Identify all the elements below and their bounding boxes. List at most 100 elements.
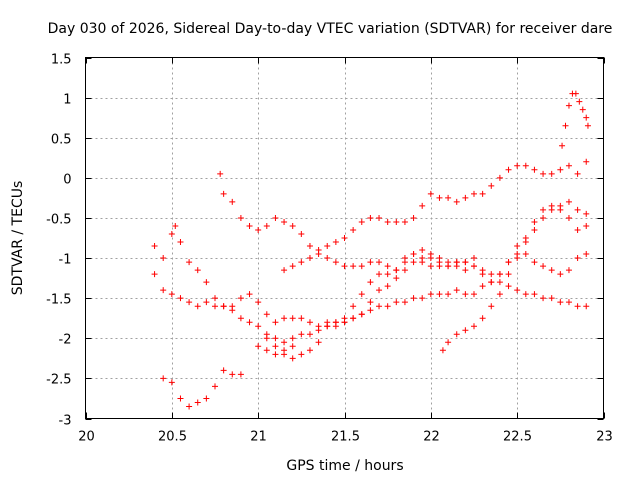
data-point [584, 122, 591, 129]
data-point [306, 255, 313, 262]
series-arc-7 [559, 90, 591, 149]
x-axis-label: GPS time / hours [286, 458, 403, 474]
data-point [574, 206, 581, 213]
data-point [419, 202, 426, 209]
y-tick-label: -2 [59, 333, 72, 348]
data-point [401, 267, 408, 274]
data-point [522, 239, 529, 246]
data-point [574, 170, 581, 177]
data-point [401, 299, 408, 306]
data-point [453, 198, 460, 205]
data-point [367, 259, 374, 266]
data-point [427, 190, 434, 197]
data-point [306, 243, 313, 250]
data-point [453, 287, 460, 294]
y-axis-label: SDTVAR / TECUs [10, 181, 26, 296]
data-point [488, 279, 495, 286]
series-arc-1 [217, 158, 590, 254]
data-point [505, 259, 512, 266]
data-point [160, 287, 167, 294]
data-point [583, 251, 590, 258]
data-point [255, 299, 262, 306]
data-point [540, 263, 547, 270]
data-point [540, 170, 547, 177]
data-point [306, 319, 313, 326]
data-point [376, 214, 383, 221]
data-point [281, 339, 288, 346]
data-point [583, 158, 590, 165]
data-point [439, 347, 446, 354]
y-tick-label: 0.5 [51, 133, 72, 148]
data-point [557, 202, 564, 209]
data-point [203, 279, 210, 286]
data-point [410, 295, 417, 302]
data-point [272, 214, 279, 221]
data-point [471, 323, 477, 330]
data-point [186, 299, 193, 306]
data-point [324, 323, 331, 330]
data-point [350, 263, 357, 270]
data-point [393, 267, 400, 274]
data-point [531, 291, 538, 298]
data-point [358, 311, 365, 318]
data-points [151, 90, 591, 410]
data-point [315, 251, 322, 258]
y-tick-label: -2.5 [46, 373, 71, 388]
data-point [393, 299, 400, 306]
data-point [168, 291, 175, 298]
data-point [324, 243, 331, 250]
data-point [522, 251, 529, 258]
data-point [514, 255, 521, 262]
data-point [531, 218, 538, 225]
data-point [384, 218, 391, 225]
data-point [281, 267, 288, 274]
data-point [168, 230, 175, 237]
data-point [151, 271, 158, 278]
data-point [324, 255, 331, 262]
data-point [496, 279, 503, 286]
y-tick-label: -3 [59, 414, 72, 429]
data-point [263, 347, 270, 354]
data-point [462, 267, 469, 274]
data-point [332, 323, 339, 330]
plot-frame [85, 57, 604, 419]
y-tick-labels: -3 -2.5 -2 -1.5 -1 -0.5 0 0.5 1 1.5 [46, 53, 71, 429]
data-point [255, 226, 262, 233]
data-point [574, 226, 581, 233]
data-point [289, 343, 296, 350]
data-point [229, 198, 236, 205]
data-point [548, 170, 555, 177]
data-point [237, 371, 244, 378]
data-point [237, 214, 244, 221]
data-point [401, 255, 408, 262]
data-point [410, 251, 417, 258]
data-point [572, 90, 579, 97]
data-point [384, 303, 391, 310]
data-point [246, 222, 253, 229]
x-tick-label: 20 [78, 430, 95, 445]
data-point [514, 243, 521, 250]
data-point [358, 291, 365, 298]
data-point [367, 279, 374, 286]
data-point [505, 283, 512, 290]
data-point [212, 303, 218, 310]
data-point [505, 271, 512, 278]
data-point [212, 383, 218, 390]
data-point [462, 327, 469, 334]
data-point [548, 206, 555, 213]
data-point [471, 291, 477, 298]
data-point [246, 319, 253, 326]
data-point [168, 379, 175, 386]
data-point [565, 162, 572, 169]
data-point [263, 222, 270, 229]
data-point [514, 287, 521, 294]
data-point [583, 222, 590, 229]
data-point [514, 162, 521, 169]
data-point [384, 263, 391, 270]
data-point [289, 335, 296, 342]
data-point [281, 315, 288, 322]
data-point [522, 162, 529, 169]
data-point [315, 327, 322, 334]
data-point [462, 291, 469, 298]
